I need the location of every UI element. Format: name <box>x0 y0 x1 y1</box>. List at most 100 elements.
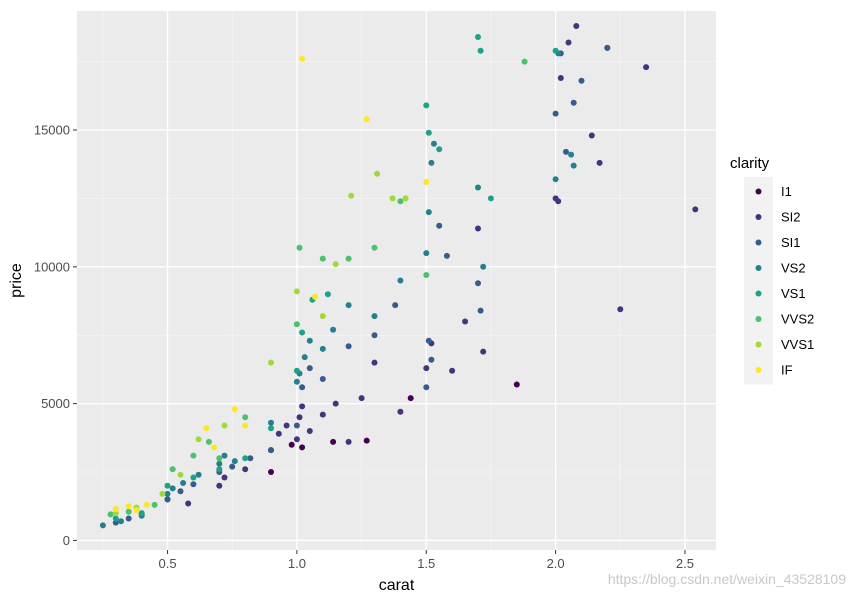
watermark: https://blog.csdn.net/weixin_43528109 <box>608 571 846 587</box>
data-point <box>143 501 150 508</box>
data-point <box>151 501 158 508</box>
data-point <box>449 367 456 374</box>
data-point <box>293 436 300 443</box>
data-point <box>205 438 212 445</box>
data-point <box>312 293 318 300</box>
data-point <box>563 148 569 155</box>
data-point <box>407 395 414 402</box>
data-point <box>268 359 274 366</box>
data-point <box>293 321 300 328</box>
data-point <box>288 441 295 448</box>
data-point <box>345 302 352 309</box>
data-point <box>480 263 487 270</box>
data-point <box>275 430 282 437</box>
data-point <box>301 354 308 361</box>
data-point <box>203 425 210 432</box>
data-point <box>397 408 404 415</box>
data-point <box>588 132 595 139</box>
data-point <box>358 395 365 402</box>
data-point <box>475 225 481 232</box>
data-point <box>242 455 249 462</box>
data-point <box>392 302 399 309</box>
data-point <box>570 99 577 106</box>
x-tick-label: 2.5 <box>676 556 694 571</box>
data-point <box>293 288 300 295</box>
data-point <box>164 482 171 489</box>
data-point <box>363 437 370 444</box>
legend-swatch <box>755 316 762 322</box>
data-point <box>513 381 520 388</box>
data-point <box>195 471 202 478</box>
data-point <box>692 206 699 213</box>
data-point <box>573 23 580 29</box>
data-point <box>221 452 228 459</box>
points-layer <box>99 23 699 529</box>
data-point <box>319 411 326 418</box>
data-point <box>107 511 114 518</box>
data-point <box>125 503 132 510</box>
data-point <box>374 170 381 177</box>
data-point <box>332 261 339 268</box>
data-point <box>195 436 202 443</box>
data-point <box>159 490 166 497</box>
data-point <box>293 422 300 429</box>
data-point <box>436 146 443 153</box>
data-point <box>371 359 378 366</box>
legend-label: IF <box>781 363 793 378</box>
data-point <box>299 384 306 391</box>
data-point <box>216 482 223 489</box>
data-point <box>299 55 306 62</box>
legend-label: I1 <box>781 184 792 199</box>
data-point <box>643 64 650 71</box>
data-point <box>247 455 254 462</box>
data-point <box>169 466 176 473</box>
data-point <box>570 162 577 169</box>
data-point <box>557 75 564 81</box>
data-point <box>268 425 274 432</box>
data-point <box>565 39 572 46</box>
y-tick-label: 0 <box>63 533 70 548</box>
data-point <box>389 195 396 202</box>
data-point <box>319 345 326 352</box>
data-point <box>425 209 432 216</box>
data-point <box>319 313 326 320</box>
data-point <box>293 367 300 374</box>
data-point <box>371 313 378 320</box>
legend-label: SI2 <box>781 210 801 225</box>
legend-swatch <box>755 290 762 297</box>
legend: clarity I1 SI2 SI1 VS2 VS1 VVS2 VVS1 IF <box>730 155 814 385</box>
y-axis-title: price <box>8 263 25 298</box>
legend-swatch <box>755 188 762 195</box>
data-point <box>319 376 326 382</box>
data-point <box>371 244 378 251</box>
data-point <box>268 419 274 426</box>
data-point <box>299 444 306 451</box>
data-point <box>211 444 218 451</box>
data-point <box>436 222 443 229</box>
y-tick-label: 10000 <box>34 259 70 274</box>
x-tick-label: 0.5 <box>159 556 177 571</box>
data-point <box>371 332 378 339</box>
y-tick-label: 5000 <box>41 396 70 411</box>
data-point <box>306 428 313 434</box>
data-point <box>552 176 559 183</box>
data-point <box>125 508 132 515</box>
data-point <box>477 307 484 314</box>
data-point <box>112 510 119 517</box>
data-point <box>475 184 481 191</box>
data-point <box>118 518 124 525</box>
data-point <box>229 463 236 470</box>
data-point <box>296 244 303 251</box>
data-point <box>169 485 176 492</box>
legend-swatch <box>755 214 762 220</box>
data-point <box>596 159 603 166</box>
data-point <box>306 365 313 372</box>
data-point <box>125 515 132 522</box>
data-point <box>299 403 306 410</box>
data-point <box>578 77 585 84</box>
data-point <box>480 348 487 355</box>
legend-title: clarity <box>730 155 770 172</box>
x-axis-title: carat <box>379 577 415 594</box>
